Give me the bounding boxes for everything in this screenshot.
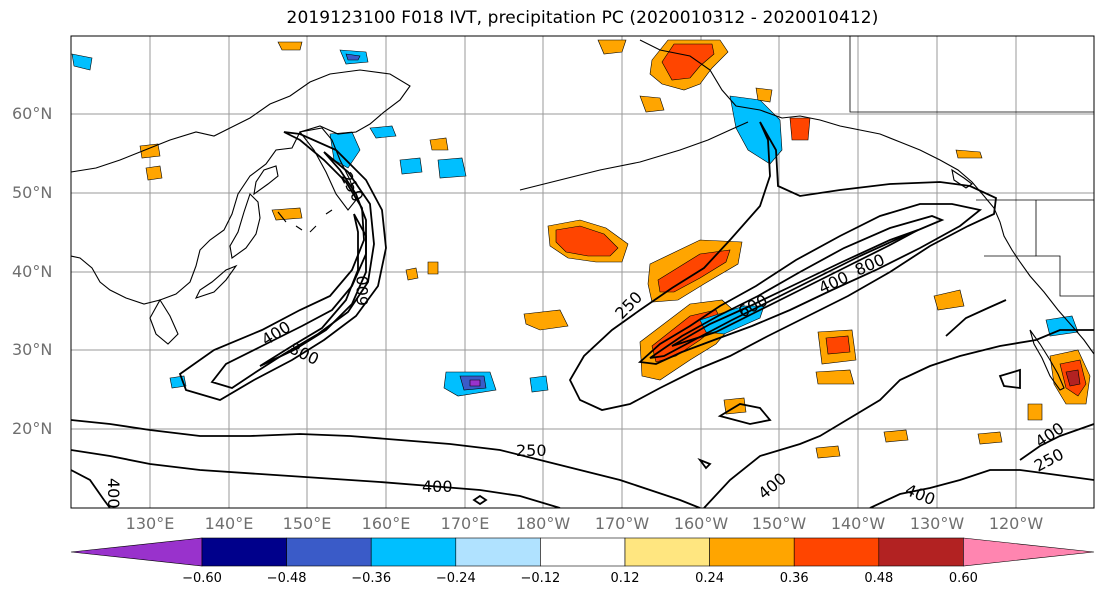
lat-label: 40°N (12, 262, 52, 281)
colorbar-bin (202, 538, 287, 566)
colorbar-extend-low (71, 538, 202, 566)
lon-label: 150°W (752, 514, 806, 533)
contour-label: 250 (516, 441, 547, 460)
colorbar-tick-label: 0.48 (864, 571, 893, 586)
colorbar-bin (710, 538, 795, 566)
lon-label: 120°W (989, 514, 1043, 533)
lat-label: 20°N (12, 419, 52, 438)
lon-label: 130°W (910, 514, 964, 533)
contour-label: 600 (353, 275, 372, 306)
lon-label: 160°W (674, 514, 728, 533)
colorbar-bin (879, 538, 964, 566)
lon-label: 150°E (283, 514, 332, 533)
contour-label: 400 (422, 477, 453, 496)
colorbar-bin (794, 538, 879, 566)
colorbar-bin (540, 538, 625, 566)
colorbar-bin (287, 538, 372, 566)
lon-label: 170°W (595, 514, 649, 533)
colorbar-tick-label: −0.24 (436, 571, 476, 586)
lon-label: 160°E (362, 514, 411, 533)
lat-label: 50°N (12, 183, 52, 202)
colorbar-tick-label: −0.48 (267, 571, 307, 586)
lat-label: 60°N (12, 104, 52, 123)
colorbar-bin (625, 538, 710, 566)
colorbar-tick-label: 0.12 (611, 571, 640, 586)
colorbar-tick-label: 0.60 (949, 571, 978, 586)
lon-label: 170°E (441, 514, 490, 533)
colorbar-tick-label: 0.36 (780, 571, 809, 586)
colorbar-tick-label: −0.12 (520, 571, 560, 586)
lon-label: 140°E (205, 514, 254, 533)
colorbar-bin (456, 538, 541, 566)
colorbar-tick-label: 0.24 (695, 571, 724, 586)
ivt-precipitation-map: 250 400 600 800 250 400 600 800 250 400 … (0, 0, 1105, 601)
contour-label: 400 (104, 478, 123, 509)
lat-label: 30°N (12, 340, 52, 359)
colorbar (71, 538, 1094, 566)
lon-label: 180°W (516, 514, 570, 533)
lon-label: 140°W (831, 514, 885, 533)
lon-label: 130°E (126, 514, 175, 533)
colorbar-tick-label: −0.60 (182, 571, 222, 586)
colorbar-bin (371, 538, 456, 566)
colorbar-extend-high (963, 538, 1094, 566)
colorbar-tick-label: −0.36 (351, 571, 391, 586)
